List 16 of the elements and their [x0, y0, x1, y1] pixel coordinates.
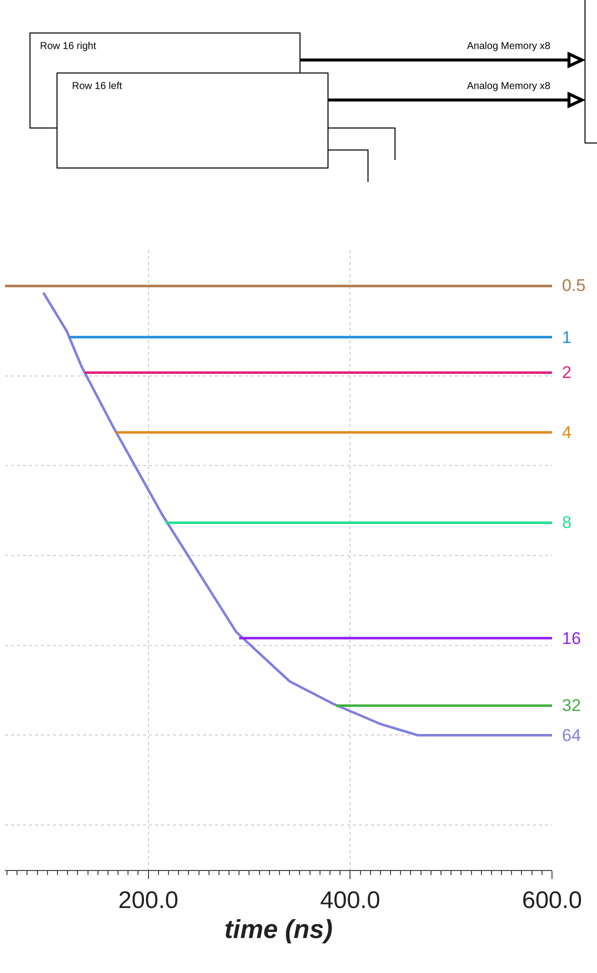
x-tick-label: 600.0 — [522, 886, 582, 914]
series-label: 32 — [562, 696, 581, 715]
series-label: 0.5 — [562, 276, 586, 295]
text: Row 16 right — [40, 41, 96, 52]
x-tick-label: 400.0 — [320, 886, 380, 914]
series-label: 1 — [562, 328, 572, 347]
series-label: 64 — [562, 726, 581, 745]
text: Row 16 left — [72, 81, 122, 92]
x-axis-title: time (ns) — [224, 914, 333, 944]
series-label: 8 — [562, 513, 572, 532]
text: Analog Memory x8 — [467, 81, 551, 92]
series-label: 16 — [562, 629, 581, 648]
text: Analog Memory x8 — [467, 41, 551, 52]
series-label: 4 — [562, 423, 572, 442]
series-label: 2 — [562, 363, 572, 382]
x-tick-label: 200.0 — [118, 886, 178, 914]
